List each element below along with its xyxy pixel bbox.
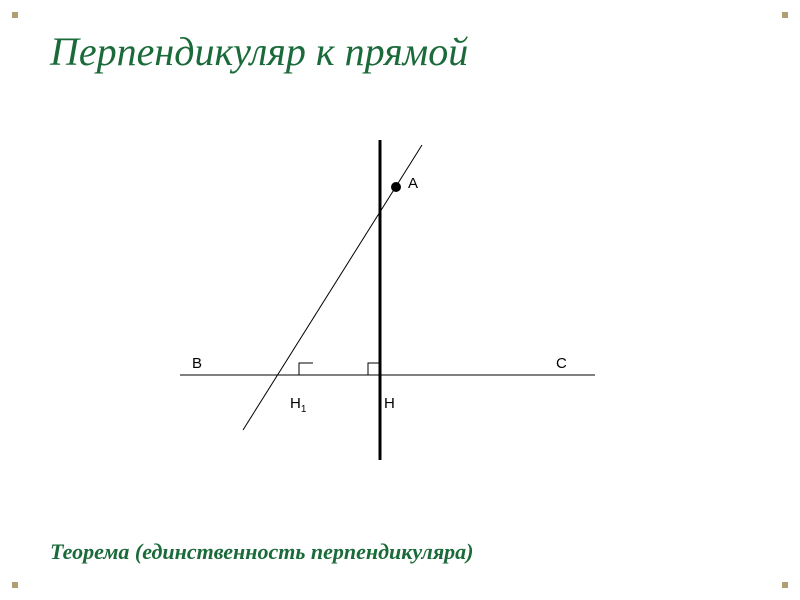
label-h: H — [384, 395, 395, 412]
perpendicular-diagram — [0, 0, 800, 600]
label-a: A — [408, 175, 418, 192]
subtitle: Теорема (единственность перпендикуляра) — [50, 539, 474, 565]
label-h1-base: H — [290, 395, 301, 412]
slide: Перпендикуляр к прямой A B C H H1 Теорем… — [0, 0, 800, 600]
point-a-dot — [391, 182, 401, 192]
label-c: C — [556, 355, 567, 372]
label-b: B — [192, 355, 202, 372]
label-h1-sub: 1 — [301, 404, 307, 415]
right-angle-marker-h — [368, 363, 380, 375]
right-angle-marker-h1 — [299, 363, 313, 375]
label-h1: H1 — [290, 395, 306, 415]
